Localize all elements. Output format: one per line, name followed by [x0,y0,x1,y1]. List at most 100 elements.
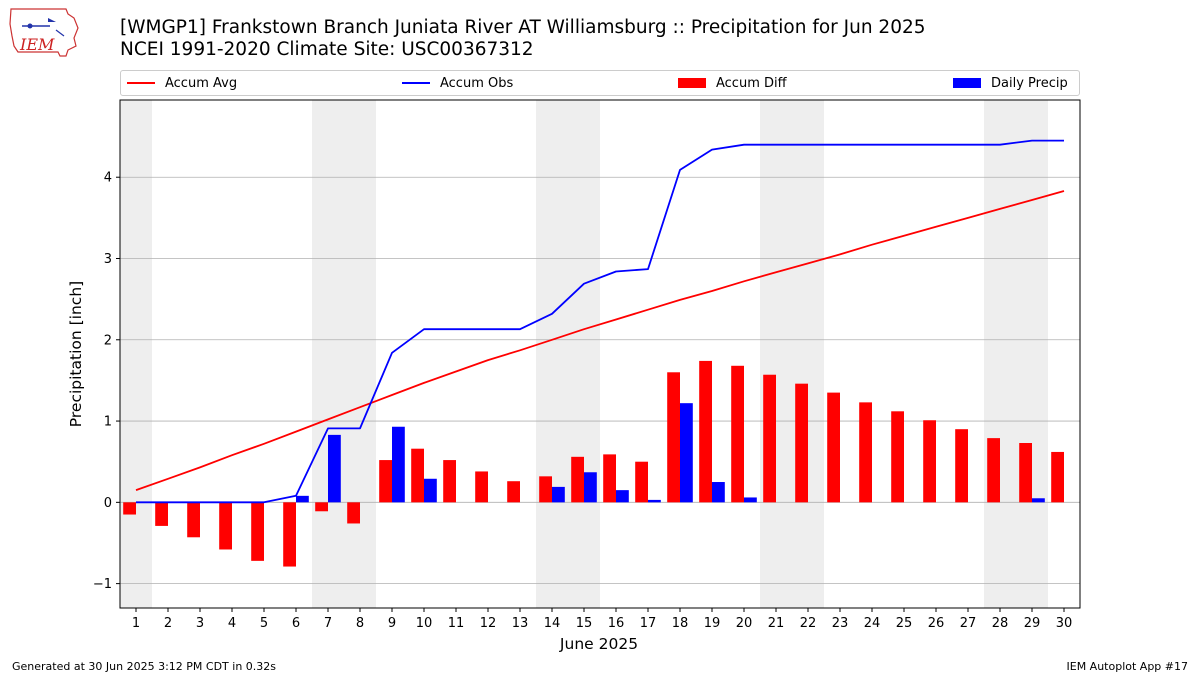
iem-logo: IEM [8,6,80,58]
accum-diff-bar-day-29 [1019,443,1032,503]
legend-label-accum-obs: Accum Obs [440,75,514,91]
daily-precip-bar-day-14 [552,486,565,503]
x-tick-label: 5 [260,616,268,631]
accum-diff-bar-day-28 [987,438,1000,503]
x-tick-label: 28 [992,616,1009,631]
weekend-shade-day-14 [536,100,568,608]
legend-item-accum-obs: Accum Obs [402,71,513,95]
y-tick-label: 2 [104,333,112,348]
legend-item-accum-avg: Accum Avg [127,71,237,95]
y-tick-label: 3 [104,252,112,267]
legend-item-daily-precip: Daily Precip [953,71,1068,95]
legend-swatch-daily-precip [953,78,981,88]
legend-label-accum-avg: Accum Avg [165,75,238,91]
y-tick-label: −1 [93,577,112,592]
accum-diff-bar-day-2 [155,502,168,526]
daily-precip-bar-day-9 [392,426,405,503]
accum-diff-bar-day-20 [731,365,744,503]
weekend-shade-day-28 [984,100,1016,608]
accum-diff-bar-day-8 [347,502,360,524]
weekend-shade-day-8 [344,100,376,608]
x-tick-label: 11 [448,616,465,631]
x-tick-label: 20 [736,616,753,631]
legend-item-accum-diff: Accum Diff [678,71,787,95]
x-tick-label: 1 [132,616,140,631]
accum-diff-bar-day-25 [891,411,904,503]
x-tick-label: 29 [1024,616,1041,631]
y-axis-label: Precipitation [inch] [67,281,85,427]
line-series [135,139,1065,504]
axes-border [119,99,1081,609]
x-tick-label: 12 [480,616,497,631]
x-axis-ticks: 1 2 3 4 5 6 7 8 9 10 11 12 13 14 15 16 17 18 19 20 21 22 23 24 2… [132,608,1072,631]
bar-series [123,360,1064,567]
x-tick-label: 4 [228,616,236,631]
accum-diff-bar-day-21 [763,374,776,503]
daily-precip-bar-day-17 [648,499,661,503]
legend-swatch-accum-obs [402,82,430,84]
daily-precip-bar-day-6 [296,495,309,503]
chart-legend: Accum Avg Accum Obs Accum Diff Daily Pre… [120,70,1080,96]
accum-diff-bar-day-12 [475,471,488,503]
x-tick-label: 24 [864,616,881,631]
weekend-shade-day-7 [312,100,344,608]
accum-diff-bar-day-22 [795,383,808,503]
weekend-shade-day-29 [1016,100,1048,608]
accum-diff-bar-day-26 [923,420,936,503]
x-tick-label: 27 [960,616,977,631]
accum-diff-bar-day-30 [1051,451,1064,503]
x-axis-label: June 2025 [559,635,638,653]
accum-obs-line [136,139,1064,504]
x-tick-label: 15 [576,616,593,631]
x-tick-label: 2 [164,616,172,631]
x-tick-label: 18 [672,616,689,631]
x-tick-label: 16 [608,616,625,631]
x-tick-label: 21 [768,616,785,631]
x-tick-label: 13 [512,616,529,631]
weekend-shade-day-21 [760,100,792,608]
accum-diff-bar-day-19 [699,360,712,503]
generated-timestamp: Generated at 30 Jun 2025 3:12 PM CDT in … [12,660,277,673]
legend-label-daily-precip: Daily Precip [991,75,1068,91]
daily-precip-bar-day-29 [1032,498,1045,503]
x-tick-label: 25 [896,616,913,631]
legend-swatch-accum-diff [678,78,706,88]
x-tick-label: 9 [388,616,396,631]
x-tick-label: 6 [292,616,300,631]
accum-avg-line [135,190,1065,491]
y-tick-label: 1 [104,415,112,430]
accum-diff-bar-day-4 [219,502,232,550]
accum-diff-bar-day-24 [859,402,872,503]
legend-swatch-accum-avg [127,82,155,84]
x-tick-label: 19 [704,616,721,631]
accum-diff-bar-day-14 [539,476,552,503]
app-credit: IEM Autoplot App #17 [1066,660,1189,673]
accum-diff-bar-day-23 [827,392,840,503]
accum-diff-bar-day-9 [379,460,392,503]
daily-precip-bar-day-16 [616,490,629,503]
accum-diff-bar-day-15 [571,456,584,503]
daily-precip-bar-day-18 [680,403,693,503]
weekend-shade-day-1 [120,100,152,608]
daily-precip-bar-day-10 [424,478,437,503]
x-tick-label: 8 [356,616,364,631]
x-tick-label: 23 [832,616,849,631]
logo-text: IEM [19,35,55,54]
x-tick-label: 22 [800,616,817,631]
x-tick-label: 10 [416,616,433,631]
legend-label-accum-diff: Accum Diff [716,75,787,91]
accum-diff-bar-day-6 [283,502,296,567]
weekend-shade-day-22 [792,100,824,608]
accum-diff-bar-day-3 [187,502,200,538]
daily-precip-bar-day-15 [584,472,597,503]
x-tick-label: 14 [544,616,561,631]
x-tick-label: 3 [196,616,204,631]
daily-precip-bar-day-20 [744,497,757,503]
accum-diff-bar-day-18 [667,372,680,503]
daily-precip-bar-day-7 [328,434,341,503]
accum-diff-bar-day-13 [507,481,520,503]
x-tick-label: 26 [928,616,945,631]
plot-frame [119,99,1081,609]
gridlines [120,176,1080,585]
